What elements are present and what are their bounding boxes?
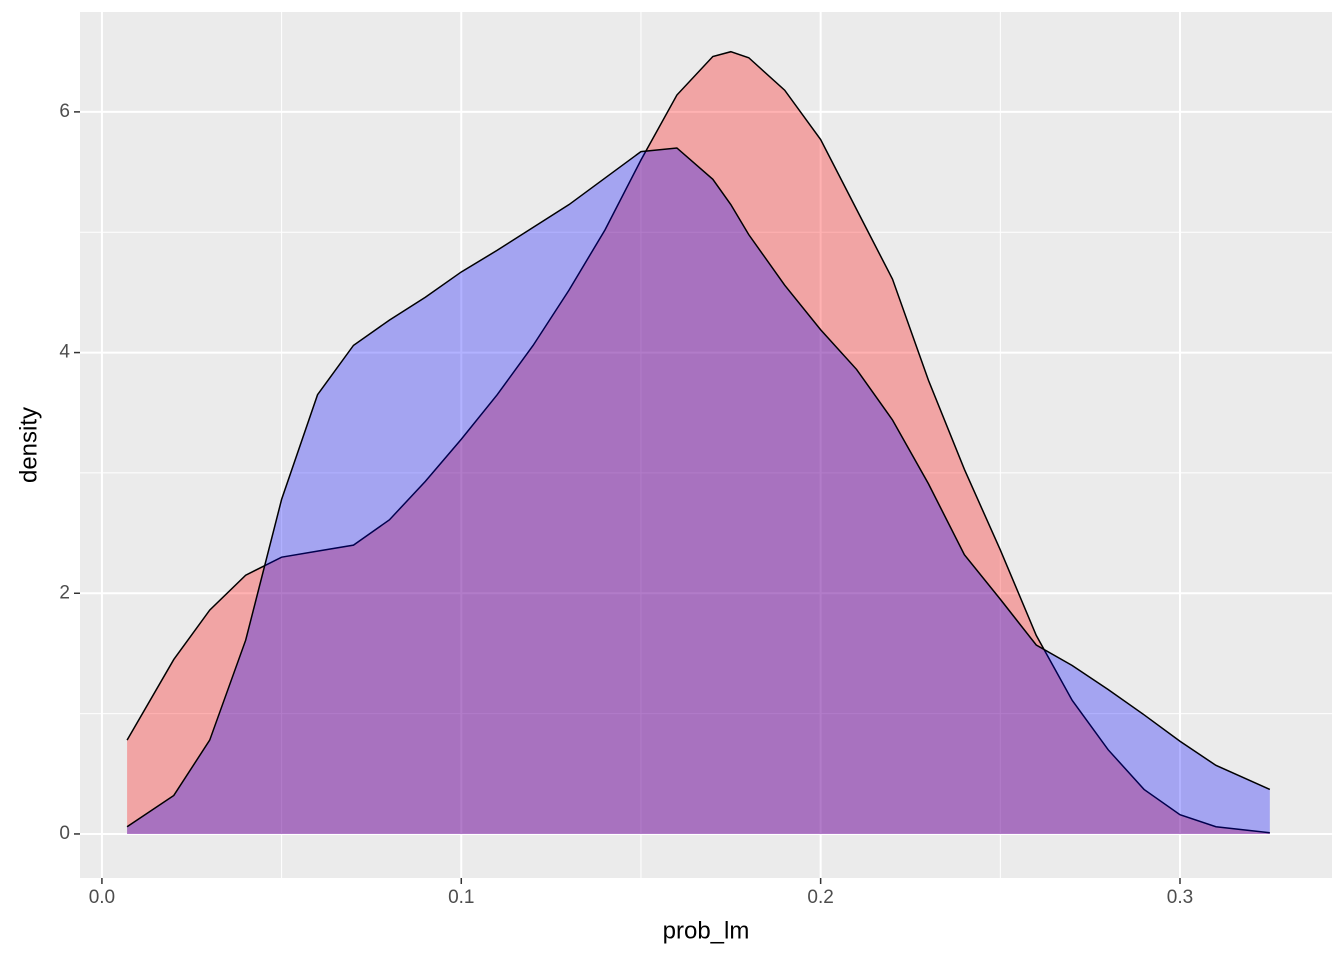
density-area: [127, 147, 1270, 834]
x-tick-label: 0.0: [89, 887, 115, 908]
y-axis-title: density: [15, 407, 42, 483]
x-axis-title: prob_lm: [663, 917, 750, 944]
plot-panel: [80, 12, 1332, 878]
y-tick-label: 4: [59, 342, 70, 363]
density-area: [127, 51, 1270, 834]
y-tick-label: 6: [59, 101, 70, 122]
density-line: [126, 50, 1270, 834]
x-tick-label: 0.1: [448, 887, 474, 908]
x-tick-label: 0.3: [1167, 887, 1193, 908]
density-line: [126, 147, 1271, 828]
y-tick-label: 0: [59, 823, 70, 844]
y-tick-label: 2: [59, 582, 70, 603]
x-tick-label: 0.2: [807, 887, 833, 908]
